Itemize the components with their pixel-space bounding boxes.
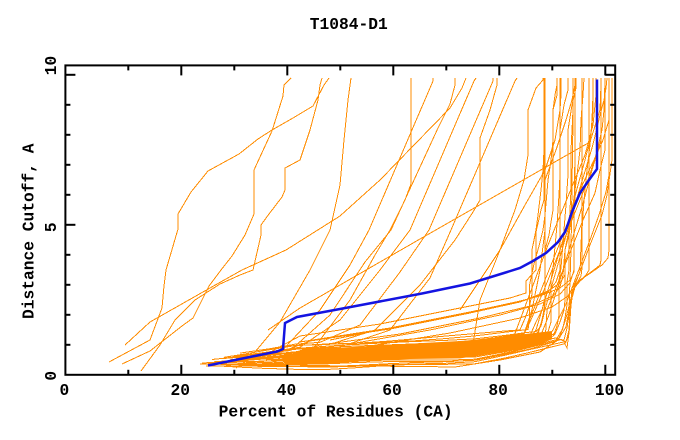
svg-text:40: 40 <box>277 381 297 400</box>
svg-text:20: 20 <box>170 381 190 400</box>
svg-text:10: 10 <box>42 56 61 76</box>
svg-text:0: 0 <box>42 371 61 381</box>
svg-text:T1084-D1: T1084-D1 <box>310 15 388 34</box>
svg-text:0: 0 <box>60 381 70 400</box>
svg-text:5: 5 <box>42 222 61 232</box>
svg-text:Distance Cutoff, A: Distance Cutoff, A <box>20 143 39 319</box>
svg-text:80: 80 <box>488 381 508 400</box>
svg-text:60: 60 <box>382 381 402 400</box>
svg-text:Percent of Residues (CA): Percent of Residues (CA) <box>219 403 453 422</box>
svg-text:100: 100 <box>595 381 624 400</box>
